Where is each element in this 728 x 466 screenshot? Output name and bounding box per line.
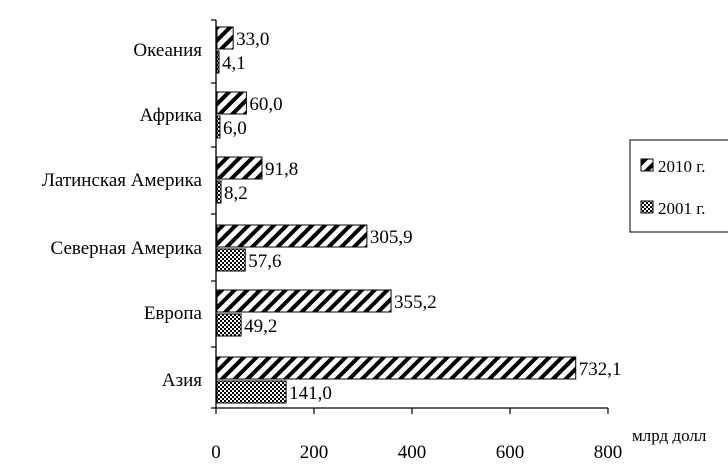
x-axis-label: млрд долл [632, 426, 707, 445]
bar-2001 [216, 50, 220, 74]
data-label: 732,1 [579, 359, 622, 380]
legend-label: 2010 г. [658, 157, 706, 176]
x-tick-label: 200 [300, 442, 329, 463]
x-tick-label: 400 [398, 442, 427, 463]
bar-2010 [216, 356, 577, 380]
data-label: 8,2 [224, 183, 248, 204]
data-label: 355,2 [394, 292, 437, 313]
data-label: 6,0 [223, 118, 247, 139]
data-label: 33,0 [236, 29, 269, 50]
bar-2010 [216, 289, 392, 313]
bar-2001 [216, 248, 246, 272]
data-label: 4,1 [222, 53, 246, 74]
category-label: Африка [140, 105, 203, 126]
data-label: 49,2 [244, 316, 277, 337]
bar-2001 [216, 380, 287, 404]
category-label: Северная Америка [51, 238, 203, 259]
legend-swatch [640, 158, 654, 172]
category-label: Азия [162, 370, 202, 391]
x-tick-label: 600 [496, 442, 525, 463]
bar-2010 [216, 91, 247, 115]
x-tick-label: 0 [211, 442, 221, 463]
category-label: Океания [133, 40, 202, 61]
legend: 2010 г. 2001 г. [629, 139, 728, 233]
data-label: 60,0 [249, 94, 282, 115]
bar-2001 [216, 115, 221, 139]
data-label: 91,8 [265, 159, 298, 180]
bar-2001 [216, 313, 242, 337]
bar-2001 [216, 180, 222, 204]
legend-label: 2001 г. [658, 199, 706, 218]
plot-area: 0 200 400 600 800 млрд долл Азия 732,1 141,0 Евро… [42, 19, 707, 463]
legend-swatch [640, 200, 654, 214]
data-label: 141,0 [289, 383, 332, 404]
data-label: 57,6 [248, 251, 281, 272]
bar-2010 [216, 156, 263, 180]
bar-2010 [216, 224, 368, 248]
data-label: 305,9 [370, 227, 413, 248]
category-label: Европа [144, 303, 203, 324]
legend-box [629, 139, 728, 233]
category-label: Латинская Америка [42, 170, 203, 191]
x-tick-label: 800 [594, 442, 623, 463]
bar-2010 [216, 26, 234, 50]
